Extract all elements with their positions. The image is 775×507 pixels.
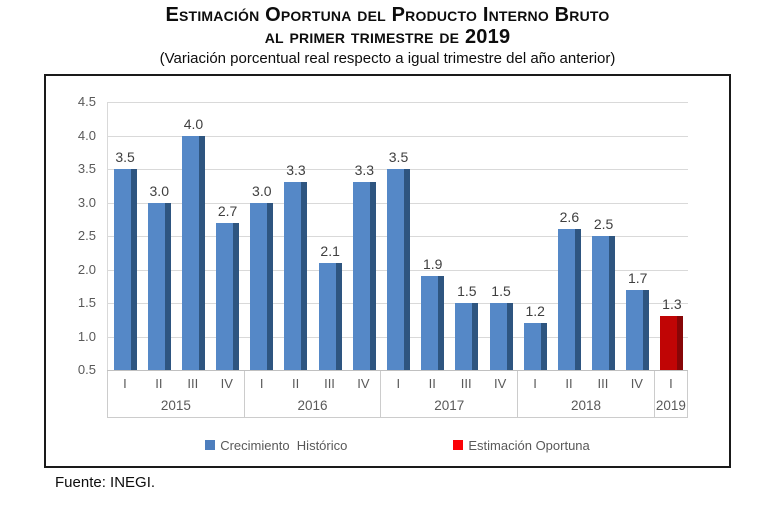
quarter-label: I <box>396 375 401 391</box>
bar-value-label: 1.5 <box>457 283 477 299</box>
year-label: 2016 <box>297 398 328 413</box>
bar-value-label: 4.0 <box>183 115 204 132</box>
bar-2017-IV <box>489 303 513 370</box>
year-label: 2017 <box>434 398 465 413</box>
legend-item-oportuna: Estimación Oportuna <box>453 437 590 453</box>
bar-2016-III <box>318 262 342 370</box>
bar-2017-III <box>455 303 479 370</box>
chart-title-line1: Estimación Oportuna del Producto Interno… <box>165 4 610 26</box>
source-note: Fuente: INEGI. <box>55 474 156 491</box>
bar-value-label: 2.6 <box>559 209 580 226</box>
bar-2019-I <box>660 316 684 370</box>
legend-swatch-oportuna <box>453 440 464 450</box>
y-tick-label: 3.0 <box>77 194 96 210</box>
bar-value-label: 3.5 <box>115 149 135 165</box>
y-tick-label: 2.5 <box>77 228 96 243</box>
bar-value-label: 2.7 <box>217 202 238 219</box>
bar-value-label: 2.5 <box>593 216 614 232</box>
y-tick-label: 2.0 <box>77 261 96 277</box>
quarter-label: III <box>187 375 199 391</box>
quarter-label: II <box>155 375 163 391</box>
bar-2015-I <box>113 169 137 370</box>
bar-value-label: 3.3 <box>286 162 306 179</box>
quarter-label: I <box>123 375 127 391</box>
y-tick-label: 0.5 <box>77 362 96 377</box>
bar-value-label: 1.5 <box>491 283 511 299</box>
year-label: 2019 <box>655 398 686 413</box>
bar-2018-III <box>592 236 616 370</box>
y-tick-label: 1.5 <box>77 295 96 310</box>
bar-2016-II <box>284 182 308 370</box>
bar-value-label: 3.3 <box>354 162 375 179</box>
quarter-label: I <box>533 375 537 391</box>
year-label: 2018 <box>570 398 601 413</box>
quarter-label: IV <box>630 375 643 391</box>
y-tick-label: 4.0 <box>77 127 96 143</box>
bar-2016-I <box>250 202 274 370</box>
legend-label-historico: Crecimiento Histórico <box>220 437 348 453</box>
bar-value-label: 1.7 <box>628 269 648 286</box>
quarter-label: IV <box>220 375 233 391</box>
bar-value-label: 3.0 <box>252 182 272 199</box>
bar-2016-IV <box>352 182 376 370</box>
x-axis-group-2018: I II III IV 2018 <box>517 371 654 417</box>
x-axis-group-2017: I II III IV 2017 <box>380 371 517 417</box>
bar-value-label: 3.5 <box>388 149 409 165</box>
bar-2015-II <box>147 202 171 370</box>
bar-value-label: 1.2 <box>525 303 545 320</box>
plot-area: 3.5 3.0 4.0 2.7 3.0 3.3 2.1 3.3 3.5 1.9 1.5 1.5 1.2 2… <box>107 102 688 371</box>
y-tick-label: 3.5 <box>77 161 96 176</box>
quarter-label: II <box>291 375 300 391</box>
bar-2017-II <box>421 276 445 370</box>
quarter-label: I <box>259 375 264 391</box>
bar-value-label: 2.1 <box>320 242 340 259</box>
bar-2015-IV <box>216 222 240 370</box>
bar-2018-IV <box>626 289 650 370</box>
chart-frame: 3.5 3.0 4.0 2.7 3.0 3.3 2.1 3.3 3.5 1.9 1.5 1.5 1.2 2… <box>44 74 731 468</box>
quarter-label: III <box>324 375 335 391</box>
quarter-label: I <box>669 375 673 391</box>
gridline <box>108 102 688 103</box>
x-axis: I II III IV 2015 I II III IV 2016 I II III IV 2017 I II I… <box>107 370 688 418</box>
bar-2018-II <box>557 229 581 370</box>
quarter-label: III <box>597 375 609 391</box>
quarter-label: III <box>460 375 472 391</box>
bar-2018-I <box>523 323 547 370</box>
quarter-label: II <box>565 375 573 391</box>
gridline <box>108 135 688 137</box>
legend-label-oportuna: Estimación Oportuna <box>468 437 590 453</box>
bar-value-label: 3.0 <box>149 182 169 199</box>
year-label: 2015 <box>160 398 191 413</box>
bar-value-label: 1.9 <box>422 256 443 273</box>
legend-swatch-historico <box>205 440 216 450</box>
bar-2017-I <box>387 169 410 370</box>
chart-subtitle: (Variación porcentual real respecto a ig… <box>159 50 616 67</box>
y-tick-label: 1.0 <box>77 328 96 344</box>
legend: Crecimiento Histórico Estimación Oportun… <box>107 434 688 456</box>
x-axis-group-2019: I 2019 <box>653 371 688 417</box>
x-axis-group-2015: I II III IV 2015 <box>107 371 244 417</box>
chart-title-line2: al primer trimestre de 2019 <box>264 26 511 48</box>
quarter-label: II <box>428 375 436 391</box>
quarter-label: IV <box>493 375 507 391</box>
bar-value-label: 1.3 <box>662 296 682 313</box>
y-tick-label: 4.5 <box>77 94 96 109</box>
bar-2015-III <box>181 135 205 370</box>
quarter-label: IV <box>357 375 370 391</box>
x-axis-group-2016: I II III IV 2016 <box>243 371 381 417</box>
legend-item-historico: Crecimiento Histórico <box>205 438 347 453</box>
